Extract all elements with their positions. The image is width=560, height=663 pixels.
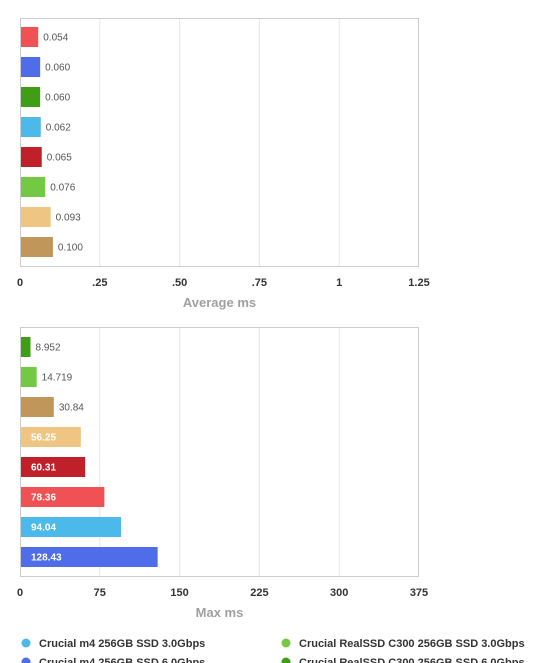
x-tick-label: 0 [17,587,23,599]
bar [21,147,42,167]
legend-label: Crucial RealSSD C300 256GB SSD 3.0Gbps [299,638,525,650]
bar [21,87,41,107]
x-tick-label: 1.25 [408,277,429,289]
bar-value-label: 0.062 [46,123,71,134]
bar [21,457,86,477]
bar [21,177,46,197]
bar [21,237,53,257]
bar-value-label: 0.065 [47,153,72,164]
plot-frame [20,18,419,267]
bar [21,367,37,387]
legend-label: Crucial RealSSD C300 256GB SSD 6.0Gbps [299,657,525,663]
bar-value-label: 0.093 [56,213,81,224]
max-ms-chart: 8.952 14.719 30.84 56.25 60.31 78.36 94.04 128.… [17,327,428,620]
x-tick-label: .25 [92,277,107,289]
bar [21,57,41,77]
bar-value-label: 56.25 [31,433,56,444]
bar-value-label: 0.060 [45,63,70,74]
x-tick-label: 300 [330,587,348,599]
bar-value-label: 0.054 [43,33,68,44]
bar [21,427,81,447]
legend: Crucial m4 256GB SSD 3.0Gbps Crucial Real… [21,638,525,663]
bar [21,27,39,47]
x-tick-label: 375 [410,587,428,599]
bar [21,117,41,137]
bar [21,487,105,507]
bar [21,397,54,417]
bar-value-label: 30.84 [59,403,84,414]
bar-value-label: 8.952 [36,343,61,354]
bar-value-label: 60.31 [31,463,56,474]
legend-swatch-icon [281,657,291,663]
bar [21,517,122,537]
bar [21,547,158,567]
legend-label: Crucial m4 256GB SSD 6.0Gbps [39,657,205,663]
bar-value-label: 128.43 [31,553,62,564]
legend-swatch-icon [21,638,31,648]
legend-swatch-icon [281,638,291,648]
x-tick-label: 1 [336,277,342,289]
legend-label: Crucial m4 256GB SSD 3.0Gbps [39,638,205,650]
x-tick-label: .50 [172,277,187,289]
bar [21,337,31,357]
bar-value-label: 14.719 [42,373,73,384]
x-tick-label: 225 [250,587,268,599]
average-ms-chart: 0.054 0.060 0.060 0.062 0.065 0.076 0.093 0.100… [17,18,430,310]
bar-value-label: 94.04 [31,523,56,534]
legend-swatch-icon [21,657,31,663]
bar-value-label: 78.36 [31,493,56,504]
bar [21,207,51,227]
plot-frame [20,327,419,577]
x-axis-title: Max ms [196,605,244,620]
x-tick-label: 75 [94,587,106,599]
x-tick-label: 0 [17,277,23,289]
x-axis-title: Average ms [183,295,256,310]
bar-value-label: 0.076 [50,183,75,194]
bar-value-label: 0.100 [58,243,83,254]
x-tick-label: 150 [170,587,188,599]
x-tick-label: .75 [252,277,267,289]
bar-value-label: 0.060 [45,93,70,104]
